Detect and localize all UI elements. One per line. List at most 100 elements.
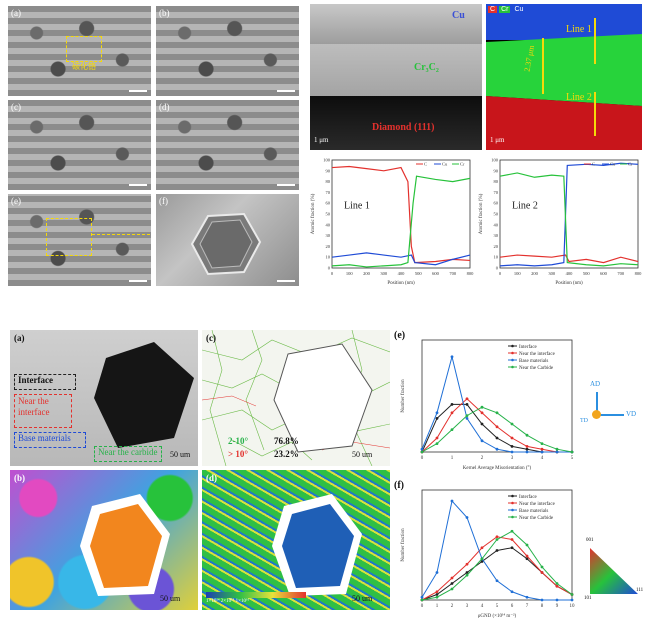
scale-bar	[129, 90, 147, 92]
carbide-crystal	[190, 212, 262, 276]
data-point	[540, 450, 544, 454]
colorbar	[206, 592, 306, 598]
data-point	[525, 450, 529, 454]
panel-label: (e)	[11, 196, 21, 206]
kam-chart: (e) 0 1 2 3 4 5 Kernel Average Misorientation (…	[394, 330, 574, 471]
data-point	[555, 450, 559, 454]
panel-label: (a)	[14, 333, 25, 343]
ad-axis	[596, 392, 598, 416]
y-tick-label: 40	[326, 222, 331, 227]
legend-label: Cr	[628, 162, 633, 167]
data-point	[525, 543, 529, 547]
y-axis-label: Atomic fraction (%)	[479, 193, 484, 234]
base-materials-label: Base materials	[18, 433, 71, 443]
profile-title: Line 2	[512, 201, 538, 212]
data-point	[465, 417, 469, 420]
eds-map: C Cr Cu Line 1 Line 2 2.37 μm 1 μm	[486, 4, 642, 150]
scale-bar	[129, 184, 147, 186]
data-point	[450, 582, 454, 585]
sem-panel-a: (a) 碳化铬	[8, 6, 151, 96]
data-point	[450, 403, 454, 406]
data-point	[540, 442, 544, 445]
data-point	[420, 450, 424, 454]
legend-label: Near the interface	[519, 502, 556, 507]
y-axis-label: Number fraction	[401, 379, 406, 413]
y-tick-label: 30	[326, 233, 331, 238]
x-tick-label: 500	[415, 271, 423, 276]
x-tick-label: 600	[600, 271, 608, 276]
y-tick-label: 20	[494, 244, 499, 249]
data-point	[525, 447, 529, 451]
eds-scale-label: 1 μm	[490, 136, 505, 144]
data-point	[495, 535, 499, 539]
data-point	[435, 593, 439, 596]
panel-label: (f)	[159, 196, 168, 206]
x-axis-label: ρGND (×10¹⁴ m⁻²)	[478, 613, 517, 619]
x-tick-label: 600	[432, 271, 440, 276]
y-tick-label: 40	[494, 222, 499, 227]
x-tick-label: 500	[583, 271, 591, 276]
data-point	[450, 411, 454, 415]
x-tick-label: 800	[467, 271, 475, 276]
near-interface-label: Near the interface	[18, 396, 50, 417]
data-point	[525, 433, 529, 437]
y-tick-label: 80	[326, 179, 331, 184]
legend-marker	[511, 508, 514, 512]
ipf-top: 001	[586, 538, 594, 543]
legend-label: Base materials	[519, 509, 548, 514]
legend-label: Near the interface	[519, 352, 556, 357]
data-point	[480, 560, 484, 563]
data-point	[510, 590, 514, 594]
legend-label: Cu	[442, 162, 448, 167]
vd-axis	[598, 414, 624, 416]
carbide-ipf	[80, 494, 170, 596]
series-line-c	[331, 165, 471, 264]
y-tick-label: 20	[326, 244, 331, 249]
panel-label: (f)	[394, 480, 404, 491]
x-tick-label: 0	[331, 271, 334, 276]
data-point	[450, 428, 454, 431]
x-tick-label: 400	[398, 271, 406, 276]
gnd-chart: (f) 0 1 2 3 4 5 6 7 8 9 10 ρGND (×10¹⁴ m⁻²) Number fr…	[394, 480, 575, 619]
vd-label: VD	[626, 410, 637, 418]
scale-bar	[277, 280, 295, 282]
data-point	[480, 405, 484, 409]
y-tick-label: 80	[494, 179, 499, 184]
x-tick-label: 0	[421, 456, 424, 461]
data-point	[540, 447, 544, 451]
data-point	[570, 598, 574, 602]
thickness-bar	[542, 38, 544, 94]
line1-label: Line 1	[566, 24, 592, 35]
data-point	[540, 565, 544, 569]
y-tick-label: 70	[494, 190, 499, 195]
panel-label: (d)	[159, 102, 170, 112]
sem-panel-f: (f)	[156, 194, 299, 286]
near-interface-box	[14, 394, 72, 428]
panel-label: (a)	[11, 8, 21, 18]
plot-frame	[331, 159, 471, 269]
series-line-cr	[499, 172, 639, 267]
y-tick-label: 10	[326, 255, 331, 260]
data-point	[525, 445, 529, 448]
profile-title: Line 1	[344, 201, 370, 212]
scale-label: 50 um	[160, 594, 181, 603]
y-tick-label: 50	[494, 212, 499, 217]
legend-label: Interface	[519, 495, 538, 500]
legend-label: Base materials	[519, 359, 548, 364]
data-point	[495, 447, 499, 451]
legend-label: Cu	[610, 162, 616, 167]
x-tick-label: 4	[541, 456, 544, 461]
ebsd-panel-d: (d) 1×10¹⁴ 2×10¹⁵ 1×10¹⁶ 50 um	[202, 470, 390, 610]
sem-panel-d: (d)	[156, 100, 299, 190]
x-tick-label: 200	[531, 271, 539, 276]
ebsd-panel-a: (a) Interface Near the interface Base ma…	[10, 330, 198, 466]
data-point	[480, 411, 484, 415]
ipf-triangle	[590, 548, 638, 594]
x-axis-label: Kernel Average Misorientation (°)	[463, 466, 532, 471]
y-axis-label: Number fraction	[401, 528, 406, 562]
data-point	[465, 571, 469, 574]
y-tick-label: 30	[494, 233, 499, 238]
data-point	[450, 576, 454, 580]
panel-label: (b)	[14, 473, 25, 483]
data-point	[555, 582, 559, 585]
